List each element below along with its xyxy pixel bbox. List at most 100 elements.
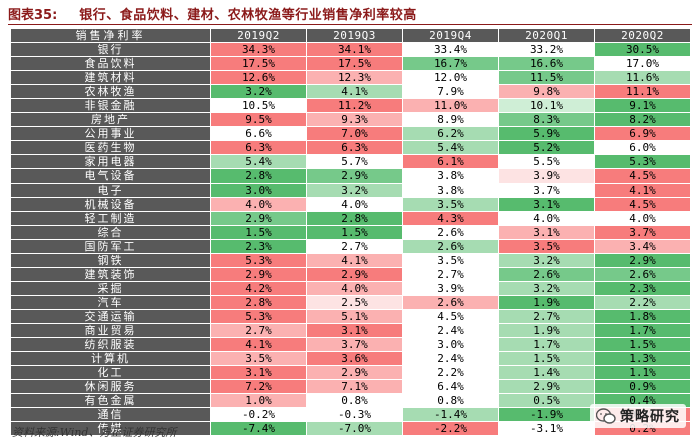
margin-cell: 2.7% — [402, 266, 499, 282]
margin-cell: 2.9% — [210, 210, 307, 226]
margin-cell: 6.4% — [402, 379, 499, 395]
margin-cell: 3.5% — [402, 252, 499, 268]
margin-cell: 7.9% — [402, 84, 499, 100]
margin-cell: 0.5% — [498, 393, 595, 409]
period-header: 2020Q1 — [498, 27, 595, 44]
table-row: 家用电器 5.4% 5.7% 6.1% 5.5% 5.3% — [10, 154, 691, 170]
margin-cell: 11.6% — [594, 70, 691, 86]
corner-header: 销售净利率 — [10, 27, 211, 44]
table-row: 电子 3.0% 3.2% 3.8% 3.7% 4.1% — [10, 182, 691, 198]
table-row: 钢铁 5.3% 4.1% 3.5% 3.2% 2.9% — [10, 252, 691, 268]
margin-cell: 4.1% — [306, 252, 403, 268]
table-row: 农林牧渔 3.2% 4.1% 7.9% 9.8% 11.1% — [10, 84, 691, 100]
industry-label: 非银金融 — [10, 98, 211, 114]
margin-cell: 3.2% — [306, 182, 403, 198]
industry-label: 有色金属 — [10, 393, 211, 409]
industry-label: 医药生物 — [10, 140, 211, 156]
industry-label: 机械设备 — [10, 196, 211, 212]
margin-cell: 34.3% — [210, 42, 307, 58]
margin-cell: 1.7% — [594, 322, 691, 339]
margin-cell: -0.2% — [210, 407, 307, 423]
margin-cell: 17.5% — [210, 56, 307, 72]
net-margin-table: 销售净利率 2019Q2 2019Q3 2019Q4 2020Q1 2020Q2… — [10, 27, 691, 437]
margin-cell: 4.1% — [594, 182, 691, 198]
margin-cell: 5.2% — [498, 140, 595, 156]
table-row: 采掘 4.2% 4.0% 3.9% 3.2% 2.3% — [10, 280, 691, 296]
margin-cell: 2.6% — [498, 266, 595, 282]
margin-cell: 3.0% — [210, 182, 307, 198]
table-row: 国防军工 2.3% 2.7% 2.6% 3.5% 3.4% — [10, 238, 691, 254]
margin-cell: 1.5% — [498, 351, 595, 367]
figure-title-bar: 图表35: 银行、食品饮料、建材、农林牧渔等行业销售净利率较高 — [8, 2, 692, 25]
table-row: 轻工制造 2.9% 2.8% 4.3% 4.0% 4.0% — [10, 210, 691, 226]
margin-cell: 2.8% — [210, 294, 307, 310]
margin-cell: 2.6% — [402, 224, 499, 240]
table-body: 银行 34.3% 34.1% 33.4% 33.2% 30.5% 食品饮料 17.5% 17.5… — [10, 42, 691, 437]
margin-cell: 3.4% — [594, 238, 691, 254]
margin-cell: 2.3% — [210, 238, 307, 254]
margin-cell: 12.0% — [402, 70, 499, 86]
margin-cell: 2.6% — [594, 266, 691, 282]
margin-cell: 17.0% — [594, 56, 691, 72]
margin-cell: 2.2% — [402, 365, 499, 381]
margin-cell: 3.1% — [498, 224, 595, 240]
margin-cell: 3.8% — [402, 168, 499, 184]
industry-label: 电子 — [10, 182, 211, 198]
industry-label: 通信 — [10, 407, 211, 423]
industry-label: 银行 — [10, 42, 211, 58]
margin-cell: 12.6% — [210, 70, 307, 86]
margin-cell: 2.9% — [594, 252, 691, 268]
margin-cell: 4.5% — [402, 308, 499, 324]
wechat-icon — [596, 407, 616, 424]
margin-cell: 2.8% — [210, 168, 307, 184]
industry-label: 家用电器 — [10, 154, 211, 170]
margin-cell: 7.2% — [210, 379, 307, 395]
table-row: 银行 34.3% 34.1% 33.4% 33.2% 30.5% — [10, 42, 691, 58]
industry-label: 房地产 — [10, 112, 211, 128]
industry-label: 采掘 — [10, 280, 211, 296]
table-row: 建筑装饰 2.9% 2.9% 2.7% 2.6% 2.6% — [10, 266, 691, 282]
margin-cell: 11.2% — [306, 98, 403, 114]
industry-label: 电气设备 — [10, 168, 211, 184]
margin-cell: 9.8% — [498, 84, 595, 100]
industry-label: 钢铁 — [10, 252, 211, 268]
table-row: 机械设备 4.0% 4.0% 3.5% 3.1% 4.5% — [10, 196, 691, 212]
source-note: 资料来源:Wind、方正证券研究所 — [12, 426, 177, 439]
margin-cell: 5.3% — [210, 308, 307, 324]
margin-cell: 2.9% — [306, 365, 403, 381]
margin-cell: 7.1% — [306, 379, 403, 395]
margin-cell: -0.3% — [306, 407, 403, 423]
margin-cell: 3.7% — [498, 182, 595, 198]
margin-cell: 4.0% — [594, 210, 691, 226]
period-header: 2019Q4 — [402, 27, 499, 44]
margin-cell: 2.3% — [594, 280, 691, 296]
period-header: 2019Q2 — [210, 27, 307, 44]
margin-cell: 1.5% — [210, 224, 307, 240]
margin-cell: 2.7% — [306, 238, 403, 254]
table-row: 有色金属 1.0% 0.8% 0.8% 0.5% 0.4% — [10, 393, 691, 409]
industry-label: 农林牧渔 — [10, 84, 211, 100]
margin-cell: 6.3% — [210, 140, 307, 156]
margin-cell: 0.8% — [402, 393, 499, 409]
margin-cell: 1.9% — [498, 294, 595, 310]
margin-cell: -7.4% — [210, 421, 307, 437]
margin-cell: 3.7% — [594, 224, 691, 240]
margin-cell: 3.9% — [402, 280, 499, 296]
margin-cell: 4.2% — [210, 280, 307, 296]
figure-number: 图表35: — [8, 7, 58, 23]
margin-cell: 16.7% — [402, 56, 499, 72]
table-row: 综合 1.5% 1.5% 2.6% 3.1% 3.7% — [10, 224, 691, 240]
margin-cell: 3.5% — [210, 351, 307, 367]
table-row: 计算机 3.5% 3.6% 2.4% 1.5% 1.3% — [10, 351, 691, 367]
margin-cell: -3.1% — [498, 421, 595, 437]
margin-cell: 1.3% — [594, 351, 691, 367]
margin-cell: 2.8% — [306, 210, 403, 226]
margin-cell: 11.0% — [402, 98, 499, 114]
margin-cell: 4.3% — [402, 210, 499, 226]
margin-cell: 11.1% — [594, 84, 691, 100]
table-row: 建筑材料 12.6% 12.3% 12.0% 11.5% 11.6% — [10, 70, 691, 86]
margin-cell: -1.4% — [402, 407, 499, 423]
industry-label: 建筑装饰 — [10, 266, 211, 282]
table-row: 医药生物 6.3% 6.3% 5.4% 5.2% 6.0% — [10, 140, 691, 156]
margin-cell: 2.4% — [402, 322, 499, 339]
